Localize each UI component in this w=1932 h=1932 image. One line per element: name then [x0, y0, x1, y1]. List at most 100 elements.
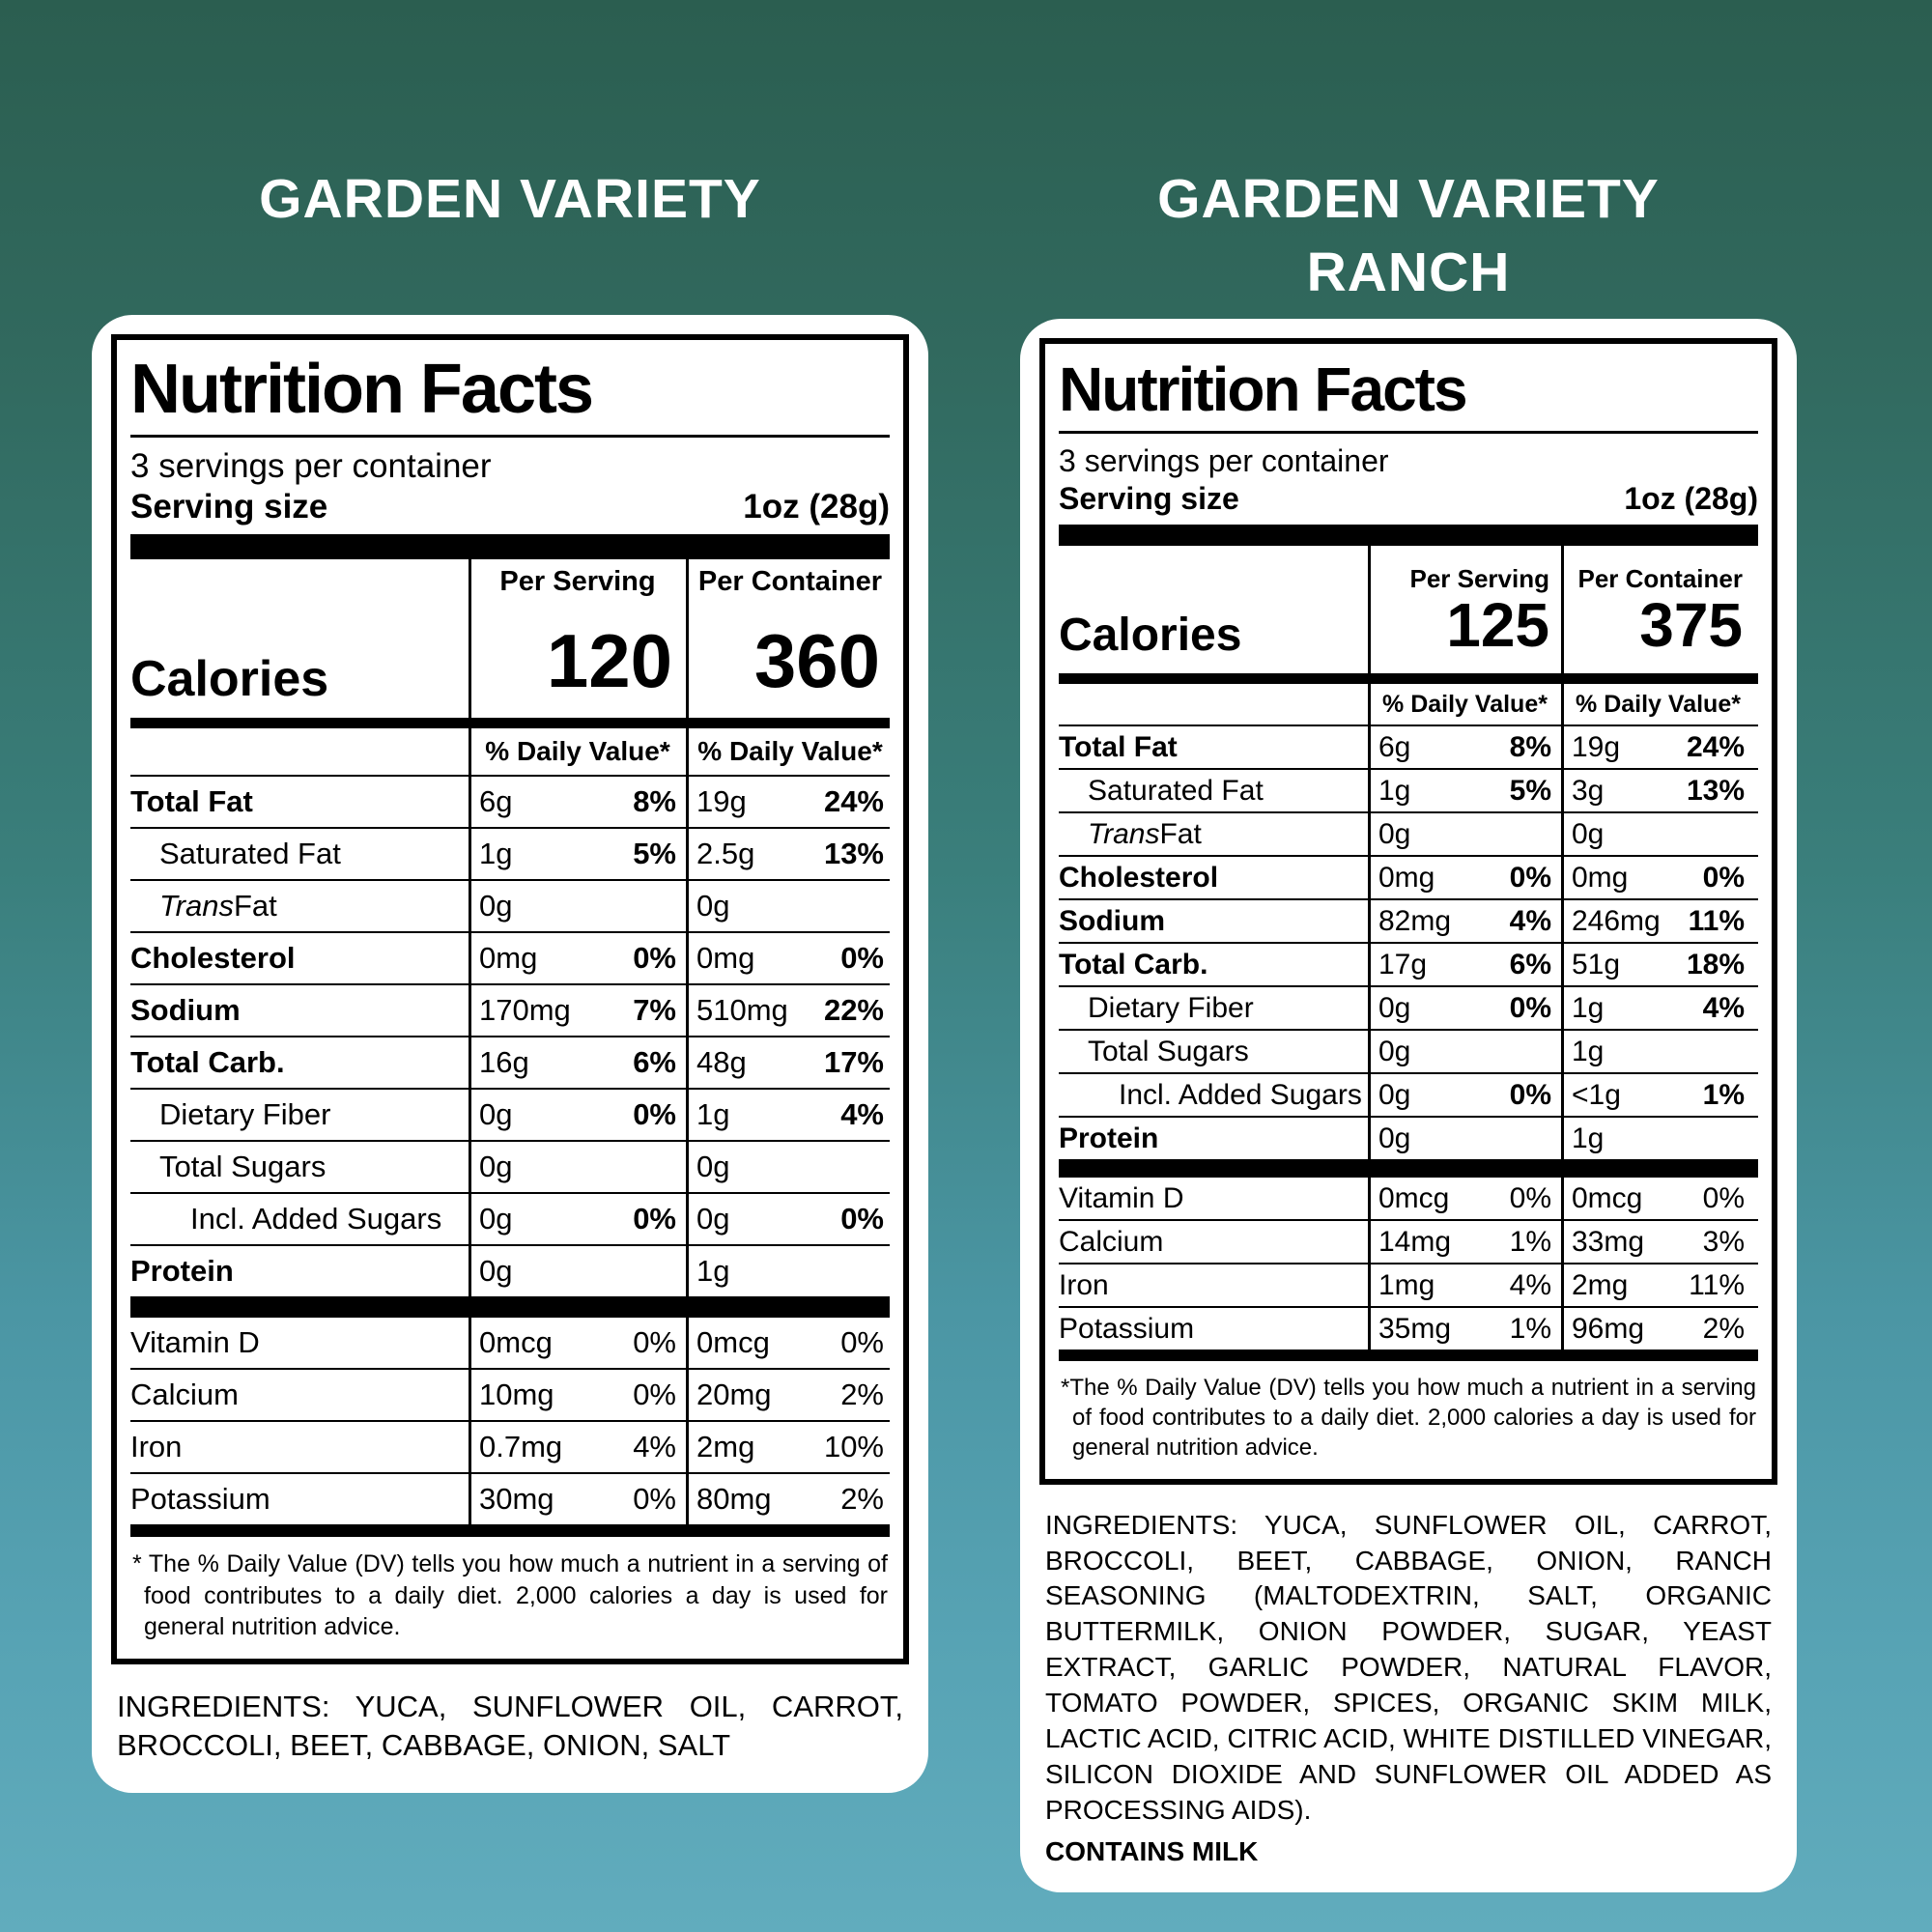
serving-size-value: 1oz (28g)	[1624, 481, 1758, 516]
amount-value: 96mg	[1572, 1312, 1645, 1345]
per-serving-cell: 0g	[469, 881, 686, 931]
daily-value-percent: 11%	[1688, 904, 1745, 937]
daily-value-percent: 8%	[1509, 730, 1551, 763]
per-container-cell: 33mg 3%	[1561, 1221, 1754, 1263]
daily-value-percent: 5%	[1509, 774, 1551, 807]
daily-value-percent: 18%	[1686, 948, 1745, 980]
calories-per-container: 375	[1639, 589, 1743, 660]
calories-label: Calories	[1059, 610, 1242, 661]
amount-value: 20mg	[696, 1378, 772, 1411]
amount-value: 0mcg	[696, 1325, 770, 1359]
per-serving-cell: 14mg 1%	[1368, 1221, 1561, 1263]
per-serving-header: Per Serving	[1409, 563, 1549, 593]
nutrient-name: Iron	[1059, 1268, 1109, 1301]
per-serving-cell: 17g 6%	[1368, 944, 1561, 985]
amount-value: 1g	[479, 837, 513, 870]
per-container-cell: <1g 1%	[1561, 1074, 1754, 1116]
nutrient-row: Trans Fat 0g 0g	[130, 879, 890, 931]
daily-value-footnote: * The % Daily Value (DV) tells you how m…	[132, 1550, 888, 1640]
per-serving-cell: 0g	[469, 1246, 686, 1296]
nutrient-name: Saturated Fat	[1088, 774, 1264, 807]
daily-value-percent: 0%	[840, 1325, 884, 1359]
per-container-cell: 0g	[686, 1142, 894, 1192]
nutrient-name: Potassium	[130, 1482, 270, 1516]
daily-value-percent: 0%	[1702, 1181, 1745, 1214]
per-serving-cell: 170mg 7%	[469, 985, 686, 1036]
amount-value: 19g	[696, 784, 747, 818]
per-serving-cell: 0mcg 0%	[1368, 1178, 1561, 1219]
amount-value: 2mg	[696, 1430, 755, 1463]
vitamin-rows: Vitamin D 0mcg 0% 0mcg 0% Calcium 10mg 0% 20mg 2%…	[130, 1318, 890, 1524]
per-serving-cell: 1g 5%	[1368, 770, 1561, 811]
per-serving-cell: 16g 6%	[469, 1037, 686, 1088]
amount-value: 17g	[1378, 948, 1428, 980]
per-container-cell: 80mg 2%	[686, 1474, 894, 1524]
amount-value: <1g	[1572, 1078, 1621, 1111]
servings-per-container: 3 servings per container	[1059, 443, 1389, 478]
empty-cell	[1059, 684, 1368, 724]
nutrient-row: Total Sugars 0g 0g	[130, 1140, 890, 1192]
calories-per-serving: 120	[469, 604, 686, 718]
per-container-cell: 51g 18%	[1561, 944, 1754, 985]
daily-value-percent: 0%	[840, 941, 884, 975]
amount-value: 2.5g	[696, 837, 755, 870]
nutrient-row: Total Sugars 0g 1g	[1059, 1029, 1758, 1072]
divider-bar	[1059, 1350, 1758, 1361]
daily-value-percent: 2%	[840, 1378, 884, 1411]
daily-value-percent: 1%	[1702, 1078, 1745, 1111]
nutrient-row: Protein 0g 1g	[1059, 1116, 1758, 1159]
daily-value-percent: 2%	[840, 1482, 884, 1516]
vitamin-rows: Vitamin D 0mcg 0% 0mcg 0% Calcium 14mg 1% 33mg 3%…	[1059, 1178, 1758, 1350]
empty-cell	[130, 559, 469, 604]
amount-value: 30mg	[479, 1482, 554, 1516]
nutrient-name: Vitamin D	[1059, 1181, 1184, 1214]
nutrient-name: Protein	[1059, 1122, 1159, 1154]
serving-size-row: Serving size 1oz (28g)	[130, 486, 890, 534]
nutrient-row: Dietary Fiber 0g 0% 1g 4%	[1059, 985, 1758, 1029]
divider-bar	[130, 1296, 890, 1318]
nutrient-row: Vitamin D 0mcg 0% 0mcg 0%	[130, 1318, 890, 1368]
per-serving-header: Per Serving	[469, 559, 686, 604]
per-container-cell: 0mg 0%	[1561, 857, 1754, 898]
amount-value: 0g	[479, 1202, 513, 1236]
daily-value-percent: 7%	[633, 993, 676, 1027]
daily-value-percent: 17%	[823, 1045, 884, 1079]
amount-value: 80mg	[696, 1482, 772, 1516]
per-container-cell: 20mg 2%	[686, 1370, 894, 1420]
daily-value-header-row: % Daily Value* % Daily Value*	[1059, 684, 1758, 726]
daily-value-percent: 4%	[1509, 904, 1551, 937]
serving-size-row: Serving size 1oz (28g)	[1059, 479, 1758, 525]
nutrition-facts-box: Nutrition Facts 3 servings per container…	[111, 334, 909, 1664]
per-container-header: Per Container	[686, 559, 894, 604]
daily-value-percent: 3%	[1702, 1225, 1745, 1258]
calories-label: Calories	[130, 651, 329, 707]
nutrient-row: Iron 1mg 4% 2mg 11%	[1059, 1263, 1758, 1306]
servings-per-container: 3 servings per container	[130, 447, 492, 485]
right-product-title: GARDEN VARIETY RANCH	[1020, 162, 1797, 309]
nutrient-name: Total Sugars	[1088, 1035, 1249, 1067]
daily-value-footnote: *The % Daily Value (DV) tells you how mu…	[1061, 1375, 1756, 1462]
amount-value: 1g	[1572, 1035, 1605, 1067]
nutrient-name: Iron	[130, 1430, 183, 1463]
amount-value: 0g	[479, 1150, 513, 1183]
amount-value: 0g	[1378, 1078, 1411, 1111]
daily-value-percent: 0%	[633, 1482, 676, 1516]
nutrition-facts-heading: Nutrition Facts	[130, 348, 890, 438]
divider-bar	[130, 534, 890, 559]
daily-value-percent: 0%	[633, 1325, 676, 1359]
nutrient-name: Saturated Fat	[159, 837, 341, 870]
per-serving-cell: 6g 8%	[469, 777, 686, 827]
per-container-cell: 0mcg 0%	[686, 1318, 894, 1368]
amount-value: 170mg	[479, 993, 571, 1027]
per-serving-cell: 0mcg 0%	[469, 1318, 686, 1368]
per-container-cell: 0mg 0%	[686, 933, 894, 983]
amount-value: 0mg	[479, 941, 538, 975]
amount-value: 16g	[479, 1045, 529, 1079]
nutrient-row: Total Fat 6g 8% 19g 24%	[130, 777, 890, 827]
daily-value-percent: 6%	[633, 1045, 676, 1079]
divider-bar	[130, 718, 890, 728]
ingredients-text: INGREDIENTS: YUCA, SUNFLOWER OIL, CARROT…	[117, 1689, 903, 1763]
nutrient-row: Calcium 10mg 0% 20mg 2%	[130, 1368, 890, 1420]
nutrient-row: Trans Fat 0g 0g	[1059, 811, 1758, 855]
